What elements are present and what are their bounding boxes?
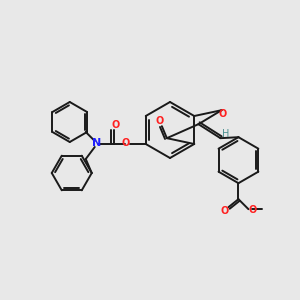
Text: N: N (92, 138, 101, 148)
Text: O: O (122, 138, 130, 148)
Text: O: O (248, 205, 256, 215)
Text: O: O (156, 116, 164, 126)
Text: O: O (218, 109, 227, 119)
Text: O: O (220, 206, 229, 216)
Text: H: H (222, 129, 229, 139)
Text: O: O (112, 120, 120, 130)
